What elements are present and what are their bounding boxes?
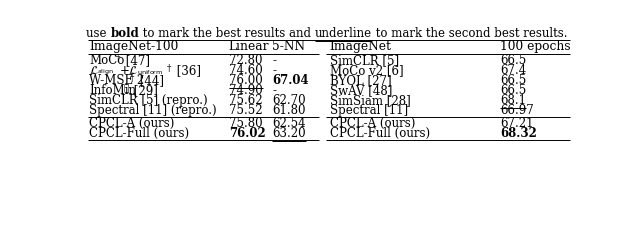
Text: [29]: [29] <box>129 84 157 97</box>
Text: 67.04: 67.04 <box>272 74 309 87</box>
Text: W-MSE 2: W-MSE 2 <box>90 74 145 87</box>
Text: Spectral [11] (repro.): Spectral [11] (repro.) <box>90 104 217 117</box>
Text: BYOL [27]: BYOL [27] <box>330 74 391 87</box>
Text: SimCLR [5]: SimCLR [5] <box>330 54 399 67</box>
Text: to mark the best results and: to mark the best results and <box>140 27 315 40</box>
Text: $_{\rm align}$: $_{\rm align}$ <box>97 68 114 77</box>
Text: †: † <box>167 64 171 73</box>
Text: 5-NN: 5-NN <box>272 40 305 53</box>
Text: $+\mathcal{L}$: $+\mathcal{L}$ <box>119 64 138 77</box>
Text: $\mathcal{L}$: $\mathcal{L}$ <box>90 64 99 77</box>
Text: 68.1: 68.1 <box>500 94 526 107</box>
Text: 62.54: 62.54 <box>272 117 306 130</box>
Text: use: use <box>86 27 111 40</box>
Text: 67.21: 67.21 <box>500 117 534 130</box>
Text: SimCLR [5] (repro.): SimCLR [5] (repro.) <box>90 94 208 107</box>
Text: 61.80: 61.80 <box>272 104 306 117</box>
Text: CPCL-A (ours): CPCL-A (ours) <box>330 117 415 130</box>
Text: -: - <box>272 84 276 97</box>
Text: MoCo: MoCo <box>90 54 125 67</box>
Text: Spectral [11]: Spectral [11] <box>330 104 408 117</box>
Text: underline: underline <box>315 27 372 40</box>
Text: 75.80: 75.80 <box>229 117 262 130</box>
Text: 67.4: 67.4 <box>500 64 526 77</box>
Text: 100 epochs: 100 epochs <box>500 40 571 53</box>
Text: MoCo v2 [6]: MoCo v2 [6] <box>330 64 403 77</box>
Text: [44]: [44] <box>136 74 164 87</box>
Text: 72.80: 72.80 <box>229 54 262 67</box>
Text: 76.02: 76.02 <box>229 127 266 140</box>
Text: InfoMin: InfoMin <box>90 84 136 97</box>
Text: 74.90: 74.90 <box>229 84 262 97</box>
Text: 75.62: 75.62 <box>229 94 262 107</box>
Text: -: - <box>272 64 276 77</box>
Text: $_{\rm uniform}$: $_{\rm uniform}$ <box>136 68 163 77</box>
Text: [47]: [47] <box>122 54 150 67</box>
Text: ImageNet-100: ImageNet-100 <box>90 40 179 53</box>
Text: SwAV [48]: SwAV [48] <box>330 84 392 97</box>
Text: 66.5: 66.5 <box>500 74 526 87</box>
Text: CPCL-Full (ours): CPCL-Full (ours) <box>90 127 189 140</box>
Text: Linear: Linear <box>229 40 269 53</box>
Text: [36]: [36] <box>173 64 201 77</box>
Text: bold: bold <box>111 27 140 40</box>
Text: CPCL-Full (ours): CPCL-Full (ours) <box>330 127 429 140</box>
Text: CPCL-A (ours): CPCL-A (ours) <box>90 117 175 130</box>
Text: 63.20: 63.20 <box>272 127 306 140</box>
Text: 68.32: 68.32 <box>500 127 537 140</box>
Text: 75.52: 75.52 <box>229 104 262 117</box>
Text: 74.60: 74.60 <box>229 64 262 77</box>
Text: †: † <box>129 74 134 83</box>
Text: -: - <box>272 54 276 67</box>
Text: 66.5: 66.5 <box>500 84 526 97</box>
Text: 62.70: 62.70 <box>272 94 306 107</box>
Text: 66.97: 66.97 <box>500 104 534 117</box>
Text: 66.5: 66.5 <box>500 54 526 67</box>
Text: ★: ★ <box>124 85 129 94</box>
Text: ImageNet: ImageNet <box>330 40 392 53</box>
Text: 76.00: 76.00 <box>229 74 262 87</box>
Text: to mark the second best results.: to mark the second best results. <box>372 27 568 40</box>
Text: SimSiam [28]: SimSiam [28] <box>330 94 410 107</box>
Text: †: † <box>116 54 120 63</box>
